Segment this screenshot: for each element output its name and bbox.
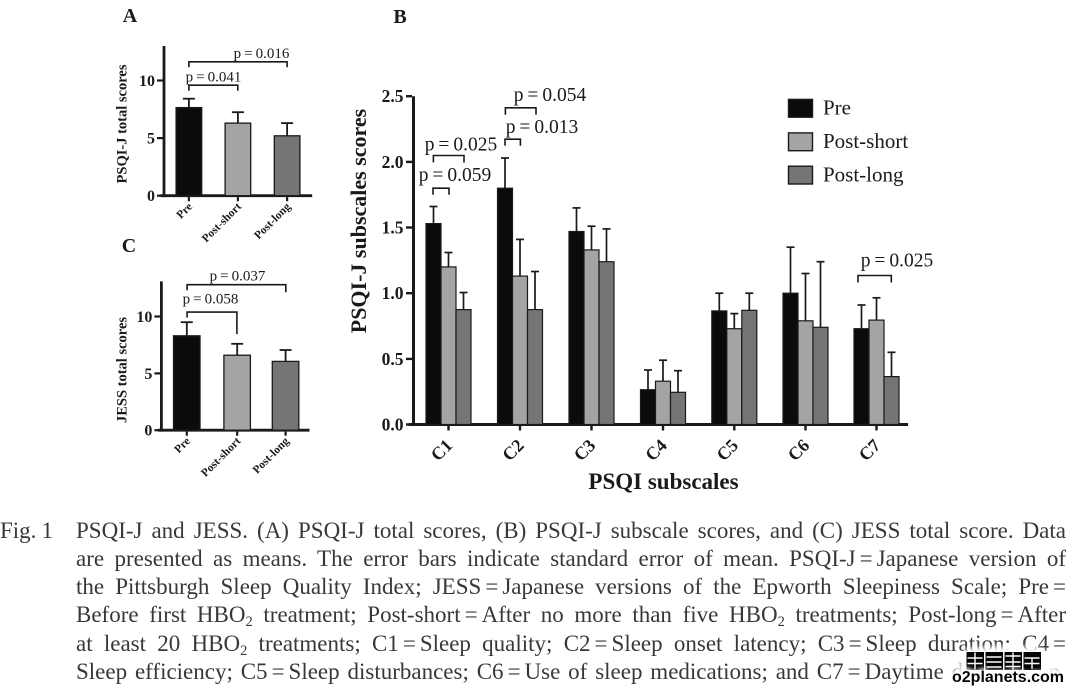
svg-text:0.5: 0.5: [382, 349, 404, 369]
svg-text:p = 0.054: p = 0.054: [514, 85, 587, 106]
svg-text:B: B: [393, 6, 406, 28]
svg-text:PSQI-J subscales scores: PSQI-J subscales scores: [346, 108, 371, 333]
svg-text:p = 0.016: p = 0.016: [234, 46, 290, 62]
svg-text:Pre: Pre: [172, 435, 193, 456]
svg-text:5: 5: [144, 366, 152, 383]
svg-text:PSQI subscales: PSQI subscales: [588, 469, 738, 494]
svg-text:Post-short: Post-short: [199, 435, 243, 479]
svg-text:0: 0: [144, 423, 152, 440]
svg-text:Post-long: Post-long: [251, 435, 292, 476]
svg-text:10: 10: [139, 73, 155, 90]
svg-text:JESS total scores: JESS total scores: [115, 317, 131, 423]
svg-text:A: A: [123, 5, 138, 27]
svg-text:2.0: 2.0: [382, 152, 404, 172]
svg-text:p = 0.013: p = 0.013: [506, 117, 578, 138]
svg-text:0: 0: [147, 188, 155, 205]
svg-text:p = 0.025: p = 0.025: [861, 251, 933, 272]
svg-text:C2: C2: [498, 435, 528, 465]
svg-text:1.5: 1.5: [382, 218, 404, 238]
svg-text:Pre: Pre: [174, 201, 195, 222]
svg-text:C6: C6: [784, 435, 814, 465]
svg-text:Post-long: Post-long: [252, 201, 293, 242]
svg-text:p = 0.059: p = 0.059: [419, 165, 491, 186]
svg-text:C1: C1: [427, 435, 457, 465]
svg-text:C5: C5: [712, 435, 742, 465]
svg-text:Post-short: Post-short: [200, 201, 244, 245]
svg-text:1.0: 1.0: [382, 283, 404, 303]
svg-text:p = 0.025: p = 0.025: [425, 135, 497, 156]
svg-text:p = 0.058: p = 0.058: [183, 292, 239, 308]
svg-text:2.5: 2.5: [382, 86, 404, 106]
svg-text:C7: C7: [855, 435, 885, 465]
svg-text:Post-long: Post-long: [823, 162, 904, 186]
svg-text:Pre: Pre: [823, 96, 851, 120]
svg-text:5: 5: [147, 131, 155, 148]
svg-text:0.0: 0.0: [382, 415, 404, 435]
svg-text:p = 0.037: p = 0.037: [210, 269, 266, 285]
svg-text:p = 0.041: p = 0.041: [186, 70, 242, 86]
svg-text:C4: C4: [641, 435, 671, 465]
svg-text:C: C: [122, 235, 136, 257]
svg-text:PSQI-J total scores: PSQI-J total scores: [115, 64, 131, 183]
svg-text:10: 10: [136, 309, 152, 326]
svg-text:Post-short: Post-short: [823, 129, 908, 153]
svg-text:C3: C3: [570, 435, 600, 465]
